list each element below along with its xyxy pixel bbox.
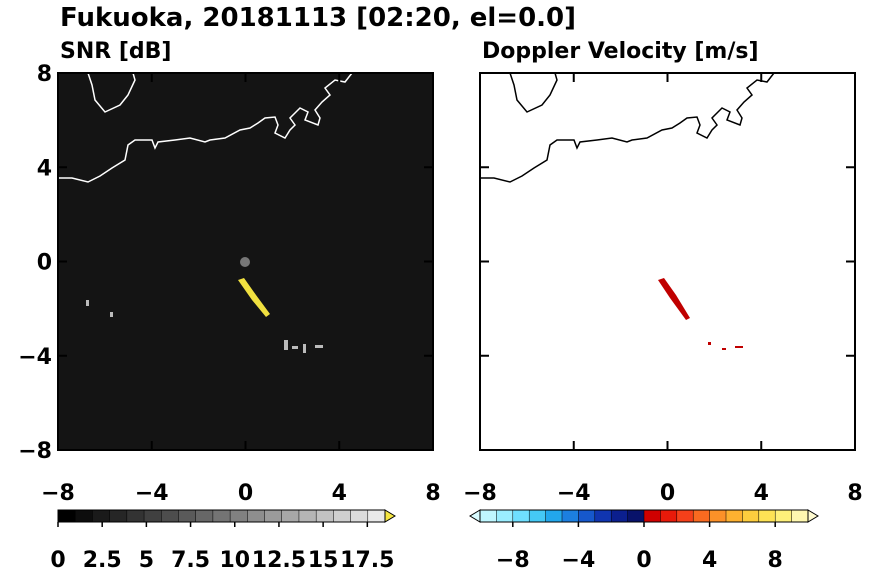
colorbar-swatch: [692, 509, 711, 523]
colorbar-swatch: [725, 509, 743, 523]
panel-subtitle: Doppler Velocity [m/s]: [482, 39, 759, 64]
colorbar-swatch: [774, 509, 793, 523]
colorbar-swatch: [333, 509, 352, 523]
colorbar-extend: [384, 509, 396, 523]
colorbar-swatch: [298, 509, 317, 523]
colorbar-swatch: [578, 509, 596, 523]
colorbar-tick-label: 8: [768, 548, 783, 570]
colorbar-tick-label: 4: [702, 548, 717, 570]
radar-echo: [658, 278, 743, 350]
colorbar-frame: [57, 509, 386, 523]
colorbar-swatch: [709, 509, 727, 523]
colorbar-swatch: [627, 509, 645, 523]
colorbar-swatch: [350, 509, 369, 523]
colorbar-tick-label: −4: [562, 548, 596, 570]
colorbar-extend: [807, 509, 819, 523]
x-tick-label: −8: [463, 481, 497, 506]
x-tick-label: −4: [135, 481, 169, 506]
colorbar-tick-label: 0: [636, 548, 651, 570]
colorbar-swatch: [660, 509, 678, 523]
x-tick-label: 8: [425, 481, 440, 506]
colorbar-swatch: [212, 509, 231, 523]
colorbar-swatch: [512, 509, 530, 523]
figure-title: Fukuoka, 20181113 [02:20, el=0.0]: [60, 3, 576, 33]
colorbar-swatch: [479, 509, 497, 523]
colorbar-swatch: [528, 509, 547, 523]
x-tick-label: 4: [754, 481, 769, 506]
colorbar-swatch: [92, 509, 111, 523]
colorbar-swatch: [367, 509, 386, 523]
colorbar-tick-label: 15: [308, 548, 339, 570]
colorbar-swatch: [496, 509, 514, 523]
x-tick-label: 8: [847, 481, 862, 506]
colorbar-tick-label: 2.5: [83, 548, 122, 570]
colorbar-swatch: [161, 509, 180, 523]
colorbar-swatch: [229, 509, 248, 523]
radar-echo: [86, 257, 323, 353]
colorbar-tick-label: 12.5: [252, 548, 306, 570]
colorbar-swatch: [143, 509, 162, 523]
colorbar-tick-label: 10: [219, 548, 250, 570]
colorbar-swatch: [742, 509, 760, 523]
colorbar-tick-label: −8: [496, 548, 530, 570]
x-tick-label: −8: [41, 481, 75, 506]
colorbar-swatch: [545, 509, 563, 523]
y-tick-label: 0: [37, 251, 52, 276]
colorbar-tick-label: 7.5: [171, 548, 210, 570]
colorbar-swatch: [57, 509, 76, 523]
x-tick-label: 4: [332, 481, 347, 506]
y-tick-label: −4: [18, 345, 52, 370]
colorbar-swatch: [791, 509, 809, 523]
colorbar-swatch: [594, 509, 612, 523]
colorbar-swatch: [758, 509, 776, 523]
colorbar-tick-label: 5: [139, 548, 154, 570]
colorbar-swatch: [74, 509, 93, 523]
x-tick-label: 0: [238, 481, 253, 506]
y-tick-label: −8: [18, 439, 52, 464]
colorbar-swatch: [281, 509, 300, 523]
colorbar-swatch: [643, 509, 661, 523]
colorbar-swatch: [610, 509, 629, 523]
colorbar-swatch: [109, 509, 128, 523]
colorbar-swatch: [126, 509, 145, 523]
colorbar-extend: [469, 509, 481, 523]
colorbar-swatch: [676, 509, 694, 523]
colorbar-swatch: [195, 509, 214, 523]
x-tick-label: −4: [557, 481, 591, 506]
y-tick-label: 4: [37, 156, 52, 181]
colorbar-swatch: [315, 509, 334, 523]
colorbar-swatch: [178, 509, 197, 523]
colorbar-tick-label: 0: [50, 548, 65, 570]
x-tick-label: 0: [660, 481, 675, 506]
panel-subtitle: SNR [dB]: [60, 39, 171, 64]
colorbar-swatch: [264, 509, 283, 523]
y-tick-label: 8: [37, 62, 52, 87]
colorbar-tick-label: 17.5: [340, 548, 394, 570]
colorbar-swatch: [561, 509, 579, 523]
plot-background: [480, 73, 855, 450]
colorbar-swatch: [247, 509, 266, 523]
